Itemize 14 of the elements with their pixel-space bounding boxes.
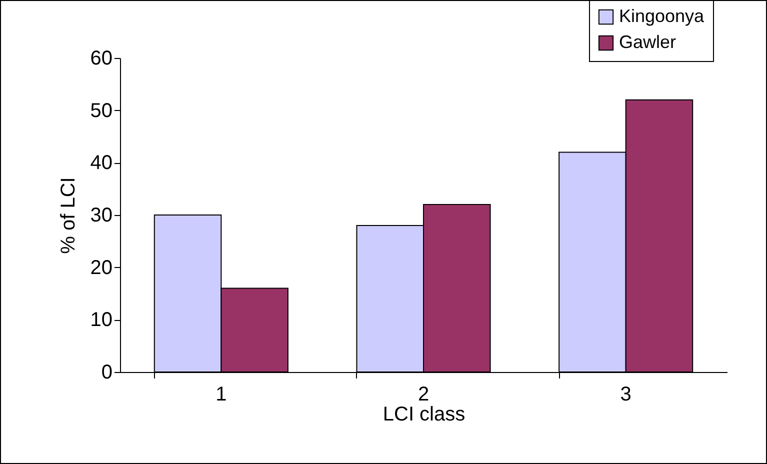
- y-tick-label: 20: [90, 256, 112, 279]
- x-axis-title: LCI class: [382, 404, 466, 426]
- y-tick-label: 0: [101, 362, 112, 384]
- y-tick-label: 10: [90, 309, 112, 332]
- legend-label: Gawler: [619, 32, 676, 52]
- y-tick-label: 40: [90, 152, 112, 174]
- x-tick-label: 3: [620, 384, 632, 406]
- y-axis-title: % of LCI: [57, 177, 80, 254]
- y-tick-label: 30: [90, 204, 112, 226]
- x-tick-label: 1: [216, 384, 227, 406]
- x-tick-label: 2: [418, 384, 430, 406]
- y-tick-label: 60: [90, 48, 112, 70]
- legend-label: Kingoonya: [619, 6, 706, 26]
- y-tick-label: 50: [90, 100, 112, 122]
